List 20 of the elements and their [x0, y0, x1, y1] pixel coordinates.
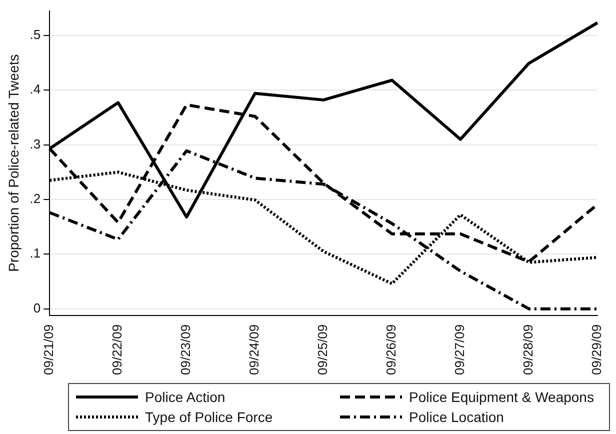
x-tick-label: 09/26/09	[384, 324, 399, 376]
x-tick-label: 09/21/09	[41, 324, 56, 376]
y-tick-label: .5	[30, 26, 41, 42]
x-tick-label: 09/22/09	[110, 324, 125, 376]
legend-label: Police Action	[145, 389, 226, 405]
y-tick-label: .3	[30, 136, 41, 152]
y-tick-label: .1	[30, 246, 41, 261]
legend-label: Type of Police Force	[145, 409, 273, 425]
y-tick-label: .4	[30, 82, 41, 97]
x-tick-label: 09/27/09	[452, 324, 468, 376]
y-tick-label: .2	[30, 191, 41, 206]
x-tick-label: 09/23/09	[178, 324, 194, 376]
y-tick-label: 0	[33, 300, 41, 316]
x-tick-label: 09/29/09	[588, 324, 604, 376]
x-tick-label: 09/25/09	[315, 324, 330, 376]
x-tick-label: 09/24/09	[246, 324, 262, 376]
y-axis-title: Proportion of Police-related Tweets	[5, 54, 22, 272]
x-tick-label: 09/28/09	[520, 324, 536, 376]
legend-label: Police Location	[409, 409, 504, 425]
legend-label: Police Equipment & Weapons	[409, 389, 594, 405]
